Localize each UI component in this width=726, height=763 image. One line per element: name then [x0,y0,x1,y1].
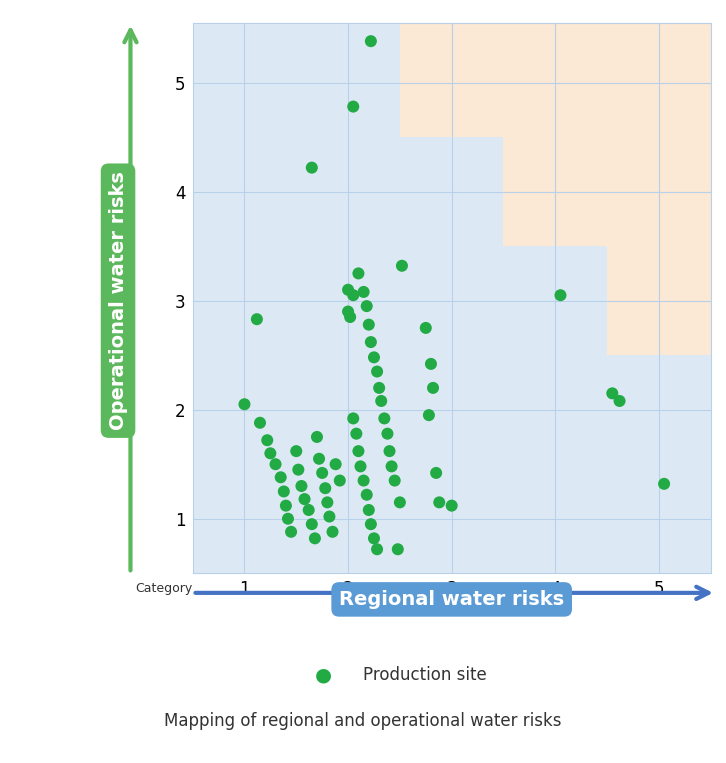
Point [278,485,290,497]
Bar [504,23,607,246]
Text: Production site: Production site [363,666,486,684]
Point [363,504,375,516]
Point [368,351,380,363]
Point [396,259,408,272]
Point [251,313,263,325]
Point [365,518,377,530]
Point [373,382,385,394]
Bar [607,23,711,355]
Point [348,101,359,113]
Point [309,533,321,545]
Point [261,434,273,446]
Point [306,518,317,530]
Point [384,445,396,457]
Text: Regional water risks: Regional water risks [339,590,564,609]
Point [344,311,356,323]
Point [324,510,335,523]
Point [378,412,390,424]
Point [358,475,370,487]
Point [368,533,380,545]
Point [606,388,618,400]
Point [353,445,364,457]
Point [348,412,359,424]
Point [313,452,325,465]
Point [433,496,445,508]
Point [423,409,435,421]
Point [375,395,387,407]
Point [348,289,359,301]
Point [420,322,431,334]
Point [322,496,333,508]
Point [306,162,317,174]
Point [613,395,625,407]
Point [280,500,292,512]
Point [431,467,442,479]
Point [658,478,670,490]
Point [361,488,372,501]
Point [365,336,377,348]
Point [317,467,328,479]
Point [311,431,323,443]
Point [386,460,397,472]
Point [392,543,404,555]
Point [353,267,364,279]
Point [342,284,354,296]
Point [555,289,566,301]
Point [295,480,307,492]
Point [355,460,367,472]
Text: Mapping of regional and operational water risks: Mapping of regional and operational wate… [164,712,562,730]
Point [425,358,437,370]
Point [358,286,370,298]
Point [342,305,354,317]
Bar [400,23,504,137]
Point [427,382,439,394]
Point [303,504,314,516]
Point [298,493,310,505]
Point [334,475,346,487]
Point [254,417,266,429]
Text: Category: Category [135,582,192,595]
Point [270,458,282,470]
Point [394,496,406,508]
Point [363,318,375,330]
Text: ●: ● [314,666,332,684]
Point [239,398,250,410]
Point [382,427,393,439]
Point [327,526,338,538]
Point [365,35,377,47]
Point [264,447,276,459]
Point [319,482,331,494]
Point [293,464,304,476]
Point [371,543,383,555]
Point [282,513,294,525]
Point [371,365,383,378]
Point [361,300,372,312]
Point [330,458,341,470]
Point [446,500,457,512]
Point [351,427,362,439]
Point [285,526,297,538]
Point [389,475,401,487]
Point [290,445,302,457]
Text: Operational water risks: Operational water risks [109,171,128,430]
Point [275,472,287,484]
